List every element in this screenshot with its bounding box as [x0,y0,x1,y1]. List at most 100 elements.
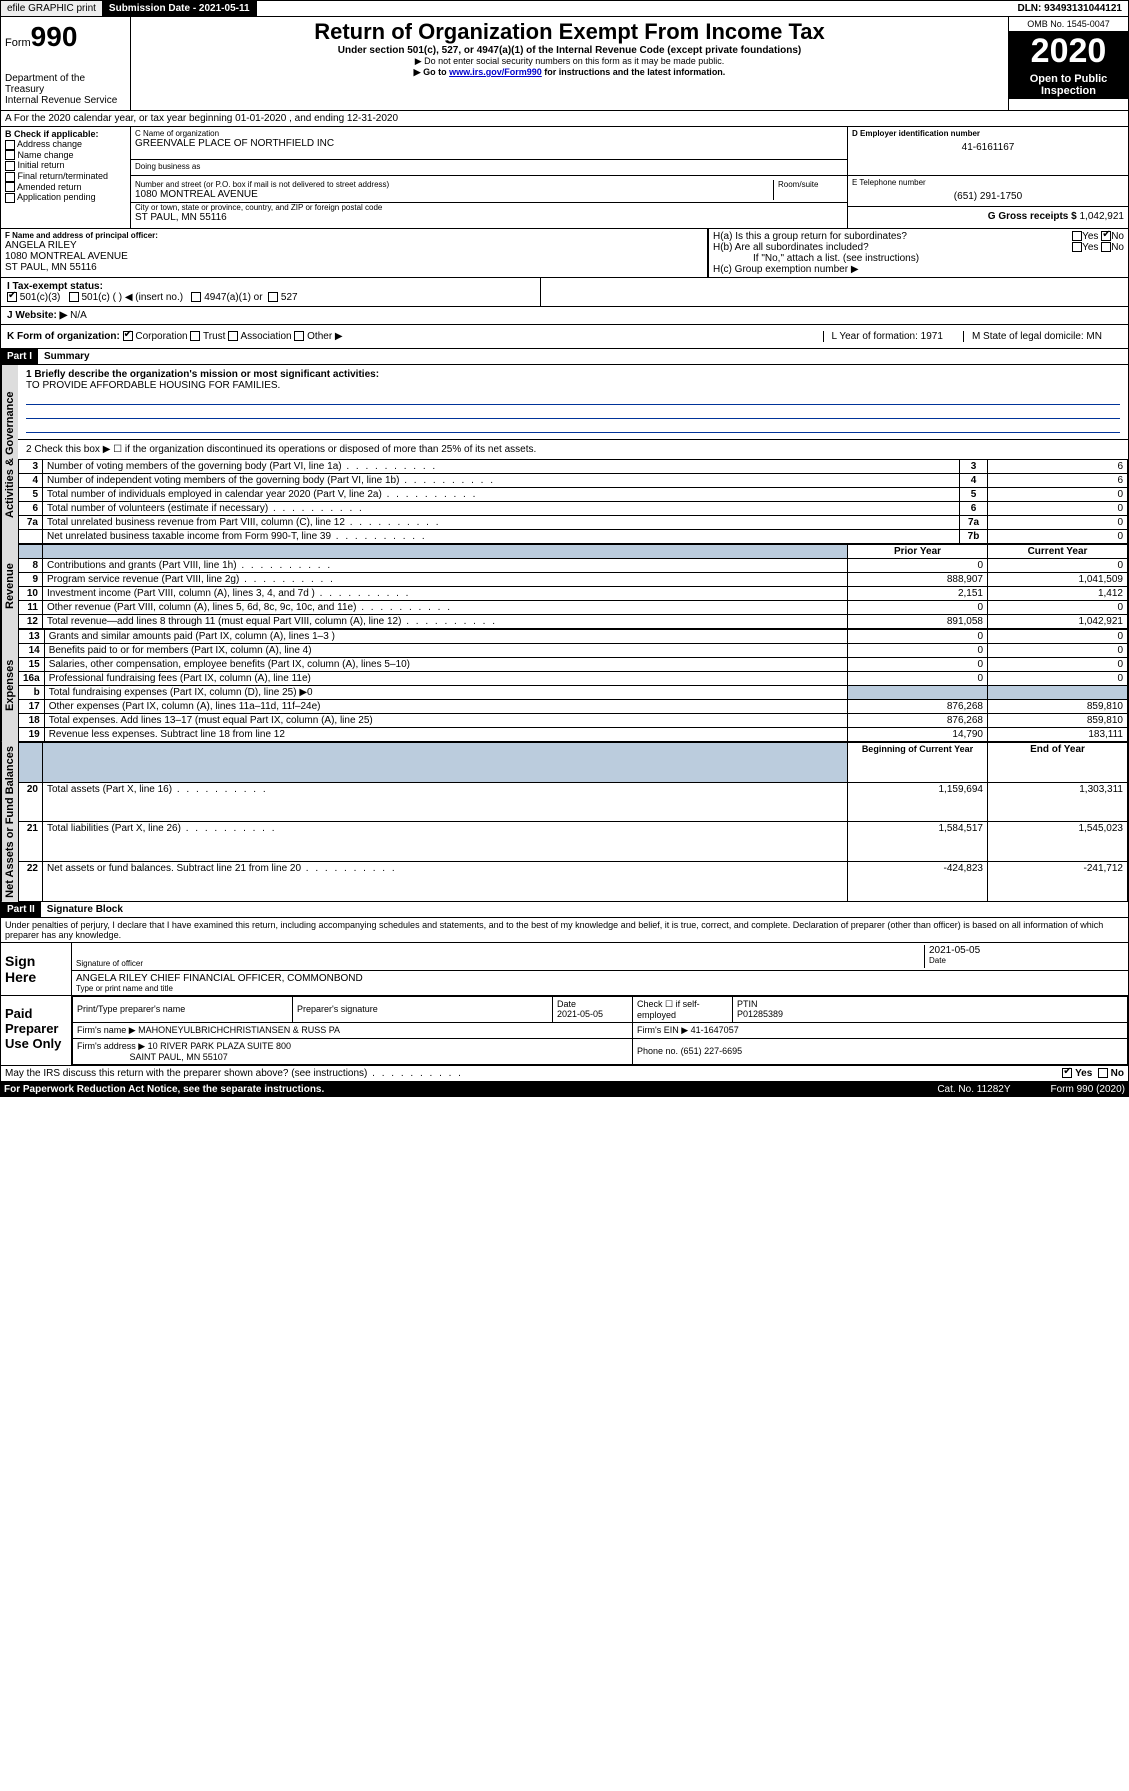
form-number: 990 [31,21,78,52]
prep-sig-header: Preparer's signature [293,996,553,1022]
label-final-return: Final return/terminated [18,171,109,181]
city-label: City or town, state or province, country… [135,203,843,212]
hb-label: H(b) Are all subordinates included? [713,242,1072,253]
cb-corp[interactable] [123,331,133,341]
line-2: 2 Check this box ▶ ☐ if the organization… [18,440,1128,459]
section-f: F Name and address of principal officer:… [1,229,708,277]
vtab-revenue: Revenue [1,544,18,629]
part1-title: Summary [38,349,96,364]
cb-501c[interactable] [69,292,79,302]
sig-officer-label: Signature of officer [76,959,924,968]
cb-501c3[interactable] [7,292,17,302]
expenses-table: 13Grants and similar amounts paid (Part … [18,629,1128,742]
mission-text: TO PROVIDE AFFORDABLE HOUSING FOR FAMILI… [26,380,1120,391]
submission-date: Submission Date - 2021-05-11 [103,1,257,16]
discuss-no[interactable] [1098,1068,1108,1078]
preparer-table: Print/Type preparer's name Preparer's si… [72,996,1128,1065]
hb-yes[interactable] [1072,242,1082,252]
sign-here-label: Sign Here [1,943,71,995]
checkbox-address-change[interactable] [5,140,15,150]
form-label: Form [5,37,31,49]
officer-street: 1080 MONTREAL AVENUE [5,251,703,262]
part1-header: Part I [1,349,38,364]
opt-501c: 501(c) ( ) ◀ (insert no.) [81,292,183,303]
paid-preparer-label: Paid Preparer Use Only [1,996,71,1065]
cb-assoc[interactable] [228,331,238,341]
section-f-label: F Name and address of principal officer: [5,231,703,240]
firm-addr1: 10 RIVER PARK PLAZA SUITE 800 [148,1041,291,1051]
year-formation: L Year of formation: 1971 [823,331,943,342]
cb-527[interactable] [268,292,278,302]
checkbox-name-change[interactable] [5,150,15,160]
sig-date-label: Date [929,956,1124,965]
cb-4947[interactable] [191,292,201,302]
row-a-tax-year: A For the 2020 calendar year, or tax yea… [0,111,1129,127]
city-value: ST PAUL, MN 55116 [135,212,843,223]
hb-no[interactable] [1101,242,1111,252]
checkbox-initial-return[interactable] [5,161,15,171]
irs-link[interactable]: www.irs.gov/Form990 [449,67,542,77]
officer-name: ANGELA RILEY [5,240,703,251]
dln: DLN: 93493131044121 [1011,1,1128,16]
firm-phone-label: Phone no. [637,1046,678,1056]
room-label: Room/suite [773,180,843,200]
section-b: B Check if applicable: Address change Na… [1,127,131,228]
cat-no: Cat. No. 11282Y [937,1084,1010,1095]
opt-4947: 4947(a)(1) or [204,292,262,303]
checkbox-amended[interactable] [5,182,15,192]
form-header: Form990 Department of the Treasury Inter… [0,17,1129,111]
phone-value: (651) 291-1750 [852,191,1124,202]
revenue-table: Prior YearCurrent Year8Contributions and… [18,544,1128,629]
row-i-label: I Tax-exempt status: [7,281,103,292]
label-address-change: Address change [17,139,82,149]
main-title: Return of Organization Exempt From Incom… [133,19,1006,45]
opt-corp: Corporation [135,331,187,342]
firm-phone: (651) 227-6695 [681,1046,743,1056]
vtab-governance: Activities & Governance [1,365,18,544]
note-goto-pre: ▶ Go to [414,67,449,77]
officer-print-name: ANGELA RILEY CHIEF FINANCIAL OFFICER, CO… [76,973,363,984]
net-assets-table: Beginning of Current YearEnd of Year20To… [18,742,1128,902]
ha-no[interactable] [1101,231,1111,241]
prep-date: 2021-05-05 [557,1009,603,1019]
label-initial-return: Initial return [18,160,65,170]
firm-name: MAHONEYULBRICHCHRISTIANSEN & RUSS PA [138,1025,340,1035]
opt-assoc: Association [240,331,291,342]
firm-addr2: SAINT PAUL, MN 55107 [130,1052,228,1062]
governance-table: 3Number of voting members of the governi… [18,459,1128,544]
section-e-label: E Telephone number [852,178,1124,187]
checkbox-pending[interactable] [5,193,15,203]
open-to-public: Open to Public Inspection [1009,71,1128,99]
discuss-yes[interactable] [1062,1068,1072,1078]
vtab-net-assets: Net Assets or Fund Balances [1,742,18,902]
top-bar: efile GRAPHIC print Submission Date - 20… [0,0,1129,17]
state-domicile: M State of legal domicile: MN [963,331,1102,342]
ptin-label: PTIN [737,999,758,1009]
vtab-expenses: Expenses [1,629,18,742]
mission-line [26,421,1120,433]
part2-header: Part II [1,902,41,917]
efile-button[interactable]: efile GRAPHIC print [1,1,103,16]
section-h: H(a) Is this a group return for subordin… [708,229,1128,277]
perjury-statement: Under penalties of perjury, I declare th… [0,918,1129,943]
cb-other[interactable] [294,331,304,341]
mission-line [26,407,1120,419]
section-b-header: B Check if applicable: [5,129,126,139]
opt-527: 527 [281,292,298,303]
label-amended: Amended return [17,182,82,192]
cb-trust[interactable] [190,331,200,341]
form-footer: Form 990 (2020) [1051,1084,1125,1095]
mission-line [26,393,1120,405]
firm-ein: 41-1647057 [691,1025,739,1035]
ha-yes[interactable] [1072,231,1082,241]
prep-check-label: Check ☐ if self-employed [633,996,733,1022]
label-name-change: Name change [18,150,74,160]
firm-ein-label: Firm's EIN ▶ [637,1025,688,1035]
mission-label: 1 Briefly describe the organization's mi… [26,369,1120,380]
hc-label: H(c) Group exemption number ▶ [713,264,1124,275]
ein-value: 41-6161167 [852,142,1124,153]
omb-number: OMB No. 1545-0047 [1009,17,1128,32]
checkbox-final-return[interactable] [5,172,15,182]
street-value: 1080 MONTREAL AVENUE [135,189,773,200]
street-label: Number and street (or P.O. box if mail i… [135,180,773,189]
